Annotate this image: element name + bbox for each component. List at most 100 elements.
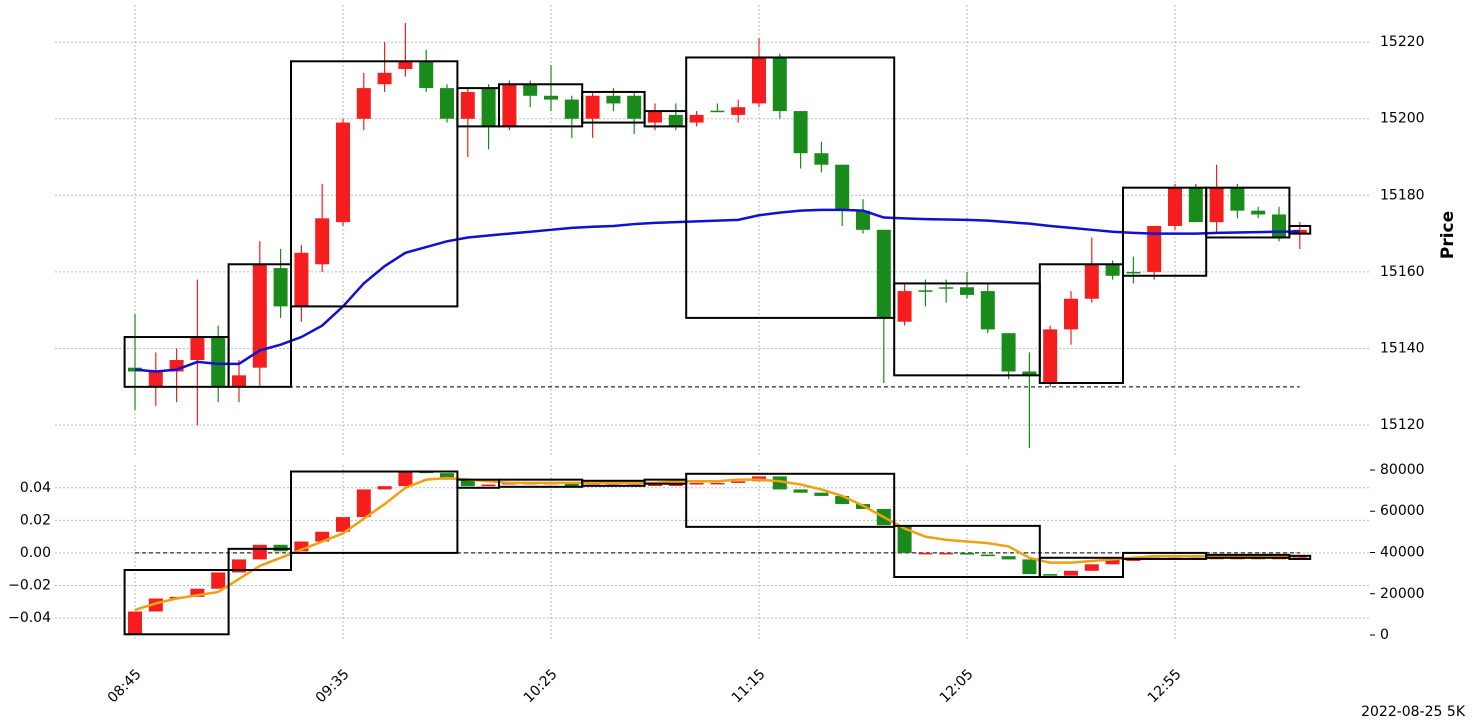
y-tick-label: −0.02 bbox=[8, 577, 51, 593]
x-tick-label: 12:55 bbox=[1145, 666, 1185, 706]
candle-body bbox=[190, 588, 205, 597]
candle-body bbox=[564, 99, 579, 119]
y-tick-label: 0.04 bbox=[20, 480, 51, 496]
candle-body bbox=[315, 531, 330, 542]
candle-body bbox=[856, 210, 870, 230]
range-box bbox=[227, 263, 293, 388]
y2-tick-label: 20000 bbox=[1380, 586, 1425, 602]
candle-body bbox=[752, 57, 766, 104]
candle-body bbox=[689, 482, 704, 485]
candle-body bbox=[1022, 559, 1037, 575]
candle-body bbox=[897, 525, 912, 553]
candle-body bbox=[980, 291, 995, 330]
candle-body bbox=[148, 371, 163, 387]
candle-body bbox=[190, 337, 205, 361]
y-axis-label: Price bbox=[1438, 211, 1458, 259]
candle-body bbox=[793, 111, 808, 154]
candle-body bbox=[1147, 225, 1162, 272]
candle-body bbox=[460, 91, 475, 119]
indicator-line bbox=[134, 208, 1300, 373]
candle-body bbox=[128, 611, 142, 635]
candle-body bbox=[918, 552, 933, 555]
candle-body bbox=[1043, 574, 1058, 576]
candle-body bbox=[960, 552, 974, 555]
range-box bbox=[290, 470, 459, 554]
candle-body bbox=[648, 484, 662, 487]
candle-body bbox=[918, 290, 933, 292]
candle-body bbox=[523, 84, 538, 96]
candle-body bbox=[398, 61, 413, 69]
candle-body bbox=[1251, 210, 1266, 215]
candle-body bbox=[336, 517, 350, 532]
x-tick-label: 12:05 bbox=[937, 666, 977, 706]
candle-body bbox=[211, 337, 226, 387]
candle-body bbox=[481, 484, 496, 487]
candle-body bbox=[356, 88, 371, 119]
range-box bbox=[1038, 556, 1125, 579]
candle-body bbox=[169, 360, 184, 372]
y-tick-label: 15180 bbox=[1380, 187, 1425, 203]
range-box bbox=[1038, 263, 1125, 384]
candle-body bbox=[315, 218, 330, 265]
range-box bbox=[1288, 224, 1312, 235]
range-box bbox=[290, 60, 459, 308]
candle-body bbox=[772, 57, 787, 112]
y-tick-label: 15220 bbox=[1380, 34, 1425, 50]
candle-body bbox=[1084, 264, 1099, 299]
candle-body bbox=[1022, 371, 1037, 376]
range-box bbox=[227, 547, 293, 572]
y-tick-label: 0.02 bbox=[20, 512, 51, 528]
candle-body bbox=[252, 264, 267, 368]
candle-body bbox=[648, 111, 662, 123]
candle-body bbox=[273, 268, 288, 307]
candle-body bbox=[1105, 559, 1120, 565]
range-box bbox=[685, 472, 896, 528]
y2-tick-label: 40000 bbox=[1380, 545, 1425, 561]
candle-body bbox=[336, 122, 350, 223]
candle-body bbox=[294, 541, 309, 552]
y-tick-label: −0.04 bbox=[8, 610, 51, 626]
candle-body bbox=[835, 495, 850, 505]
candle-body bbox=[564, 482, 579, 487]
candle-body bbox=[544, 95, 558, 100]
candle-body bbox=[377, 72, 392, 85]
candle-body bbox=[668, 114, 683, 127]
x-tick-label: 10:25 bbox=[521, 666, 561, 706]
range-box bbox=[123, 569, 230, 636]
y2-tick-label: 0 bbox=[1380, 627, 1389, 643]
candle-body bbox=[793, 489, 808, 493]
candle-body bbox=[1126, 271, 1141, 274]
candle-body bbox=[1064, 298, 1078, 330]
candle-body bbox=[211, 572, 226, 589]
range-box bbox=[1205, 186, 1291, 239]
candle-body bbox=[731, 481, 746, 483]
candle-body bbox=[1209, 187, 1224, 223]
y-tick-label: 0.00 bbox=[20, 545, 51, 561]
candle-body bbox=[1064, 570, 1078, 576]
candle-body bbox=[440, 473, 454, 480]
candle-body bbox=[1168, 187, 1182, 226]
candle-body bbox=[627, 95, 642, 119]
candle-body bbox=[398, 471, 413, 487]
candle-body bbox=[1105, 264, 1120, 276]
candle-body bbox=[939, 287, 954, 289]
candle-body bbox=[939, 552, 954, 555]
candle-body bbox=[960, 287, 974, 295]
candle-body bbox=[814, 153, 829, 165]
candle-body bbox=[668, 484, 683, 487]
range-box bbox=[581, 90, 646, 124]
candle-body bbox=[1001, 333, 1016, 372]
candle-body bbox=[377, 486, 392, 490]
range-box bbox=[685, 56, 896, 319]
candle-body bbox=[772, 476, 787, 490]
candle-body bbox=[731, 107, 746, 115]
candle-body bbox=[356, 489, 371, 518]
candle-body bbox=[1188, 187, 1203, 223]
candle-body bbox=[585, 95, 600, 119]
y-tick-label: 15140 bbox=[1380, 341, 1425, 357]
candle-body bbox=[252, 544, 267, 560]
x-tick-label: 08:45 bbox=[105, 666, 145, 706]
caption: 2022-08-25 5K bbox=[1361, 704, 1466, 720]
candle-body bbox=[1230, 187, 1245, 211]
